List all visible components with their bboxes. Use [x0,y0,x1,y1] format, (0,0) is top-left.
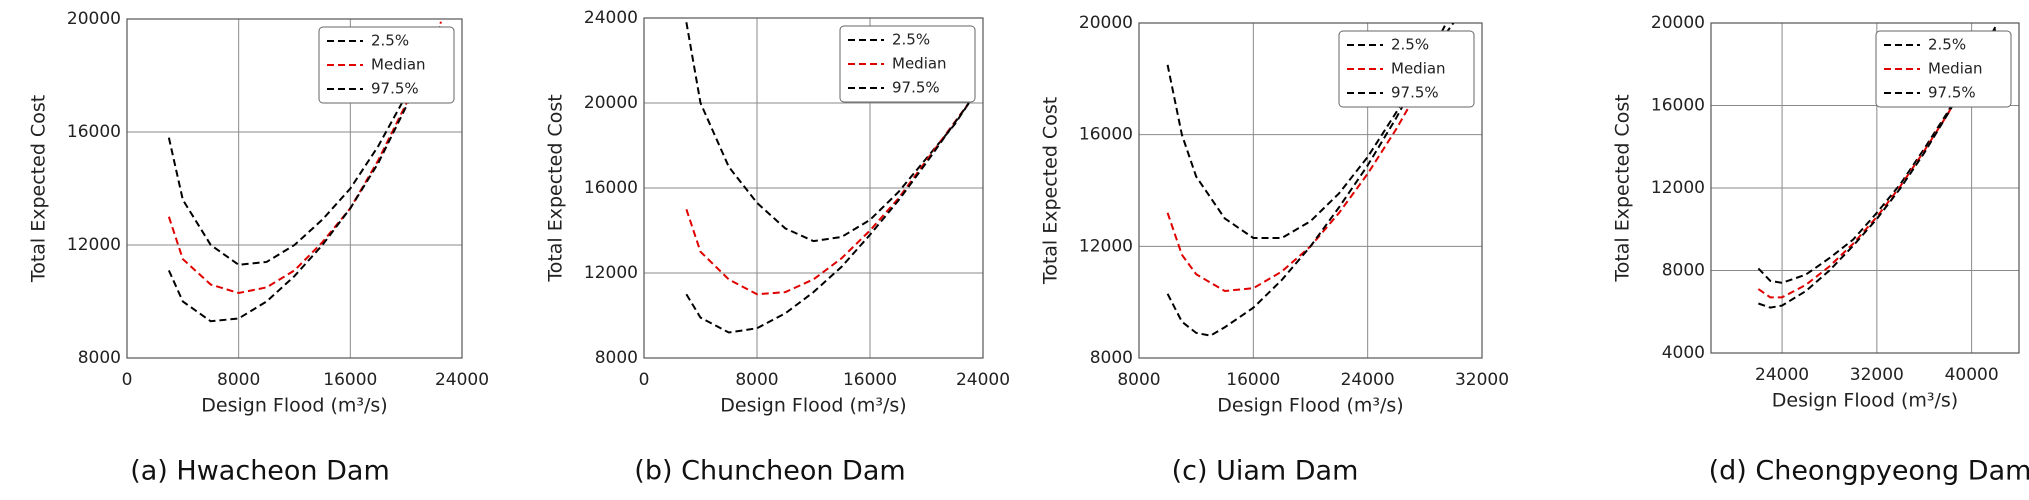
x-tick-label: 24000 [1341,370,1395,390]
y-tick-label: 20000 [1651,13,1705,33]
y-tick-label: 4000 [1662,343,1705,363]
legend-label: Median [1391,60,1446,78]
x-tick-label: 32000 [1850,365,1904,385]
chart: 8000 16000 24000 32000 8000 12000 16000 20000 De… [1040,13,1510,487]
x-axis-label: Design Flood (m³/s) [720,395,906,417]
y-tick-label: 16000 [584,178,638,198]
x-tick-label: 24000 [956,370,1010,390]
curve [685,22,970,243]
legend-label: 97.5% [371,80,419,98]
x-axis-label: Design Flood (m³/s) [1217,395,1403,417]
y-tick-label: 20000 [1079,13,1133,33]
curve [1166,33,1448,293]
legend-label: 2.5% [1928,36,1966,54]
legend-label: Median [1928,60,1983,78]
legend-label: 2.5% [892,31,930,49]
y-axis-label: Total Expected Cost [545,94,567,282]
chart: 0 8000 16000 24000800012000160002000024000D… [545,8,1011,487]
legend-box [1875,30,2012,108]
y-tick-label: 16000 [1079,125,1133,145]
x-tick-label: 0 [122,370,133,390]
y-tick-label: 12000 [584,263,638,283]
x-axis-label: Design Flood (m³/s) [1772,390,1958,412]
x-tick-label: 16000 [1226,370,1280,390]
legend-label: 2.5% [1391,36,1429,54]
curve [685,102,970,296]
y-tick-label: 16000 [67,122,121,142]
x-tick-label: 40000 [1945,365,1999,385]
y-tick-label: 20000 [584,93,638,113]
caption: (b) Chuncheon Dam [634,456,905,487]
y-axis-label: Total Expected Cost [28,95,50,283]
y-tick-label: 12000 [1651,178,1705,198]
legend-label: 97.5% [1391,84,1439,102]
y-axis-label: Total Expected Cost [1040,97,1062,285]
y-tick-label: 12000 [67,235,121,255]
legend-label: 2.5% [371,32,409,50]
legend-label: 97.5% [892,79,940,97]
caption: (c) Uiam Dam [1172,456,1359,487]
y-tick-label: 8000 [78,348,121,368]
caption: (d) Cheongpyeong Dam [1709,456,2029,487]
chart: 24000 32000 40000 4000 8000 12000 16000 20000 De… [1612,13,2029,487]
plot-frame [1138,22,1483,359]
legend-label: 97.5% [1928,84,1976,102]
y-tick-label: 20000 [67,9,121,29]
legend-box [1338,30,1475,108]
x-tick-label: 16000 [843,370,897,390]
x-tick-label: 16000 [323,370,377,390]
x-tick-label: 32000 [1455,370,1509,390]
curve [167,35,435,266]
x-tick-label: 24000 [435,370,489,390]
plot-frame [643,17,984,359]
x-tick-label: 8000 [1117,370,1160,390]
legend-label: Median [371,56,426,74]
plot-frame [126,18,463,359]
curve [167,24,442,323]
curve [685,102,970,334]
y-tick-label: 8000 [1662,261,1705,281]
caption: (a) Hwacheon Dam [130,456,390,487]
x-tick-label: 0 [639,370,650,390]
curve [1757,28,1997,299]
x-tick-label: 8000 [735,370,778,390]
y-tick-label: 12000 [1079,236,1133,256]
y-tick-label: 16000 [1651,96,1705,116]
plot-frame [1710,22,2020,354]
chart: 0 8000 16000 240008000120001600020000Design… [28,9,490,487]
x-axis-label: Design Flood (m³/s) [201,395,387,417]
y-axis-label: Total Expected Cost [1612,94,1634,282]
x-tick-label: 24000 [1755,365,1809,385]
curve [1166,23,1448,337]
y-tick-label: 8000 [1090,348,1133,368]
y-tick-label: 8000 [595,348,638,368]
y-tick-label: 24000 [584,8,638,28]
legend-box [839,25,976,103]
legend-label: Median [892,55,947,73]
x-tick-label: 8000 [217,370,260,390]
legend-box [318,26,455,104]
curve [167,21,442,295]
